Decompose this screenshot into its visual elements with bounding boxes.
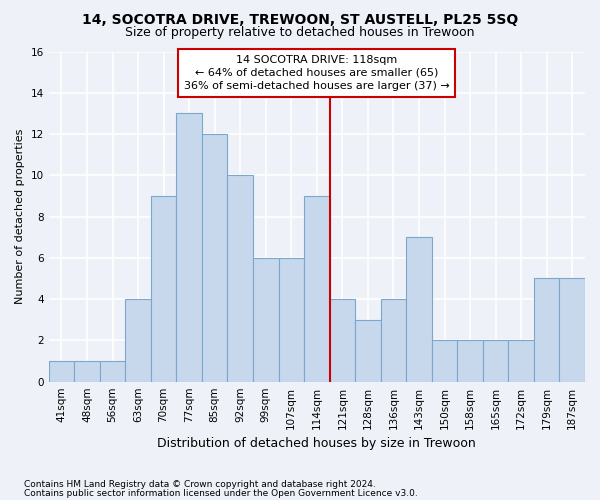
X-axis label: Distribution of detached houses by size in Trewoon: Distribution of detached houses by size … (157, 437, 476, 450)
Text: Contains public sector information licensed under the Open Government Licence v3: Contains public sector information licen… (24, 488, 418, 498)
Bar (406, 237, 432, 382)
Bar (74, 361, 100, 382)
Bar (508, 340, 534, 382)
Bar (329, 299, 355, 382)
Bar (483, 340, 508, 382)
Text: 14, SOCOTRA DRIVE, TREWOON, ST AUSTELL, PL25 5SQ: 14, SOCOTRA DRIVE, TREWOON, ST AUSTELL, … (82, 12, 518, 26)
Bar (253, 258, 278, 382)
Bar (380, 299, 406, 382)
Text: Size of property relative to detached houses in Trewoon: Size of property relative to detached ho… (125, 26, 475, 39)
Y-axis label: Number of detached properties: Number of detached properties (15, 129, 25, 304)
Bar (432, 340, 457, 382)
Bar (49, 361, 74, 382)
Bar (559, 278, 585, 382)
Bar (202, 134, 227, 382)
Text: Contains HM Land Registry data © Crown copyright and database right 2024.: Contains HM Land Registry data © Crown c… (24, 480, 376, 489)
Bar (457, 340, 483, 382)
Bar (100, 361, 125, 382)
Bar (355, 320, 380, 382)
Bar (304, 196, 329, 382)
Text: 14 SOCOTRA DRIVE: 118sqm
← 64% of detached houses are smaller (65)
36% of semi-d: 14 SOCOTRA DRIVE: 118sqm ← 64% of detach… (184, 54, 450, 91)
Bar (227, 176, 253, 382)
Bar (534, 278, 559, 382)
Bar (125, 299, 151, 382)
Bar (151, 196, 176, 382)
Bar (278, 258, 304, 382)
Bar (176, 114, 202, 382)
